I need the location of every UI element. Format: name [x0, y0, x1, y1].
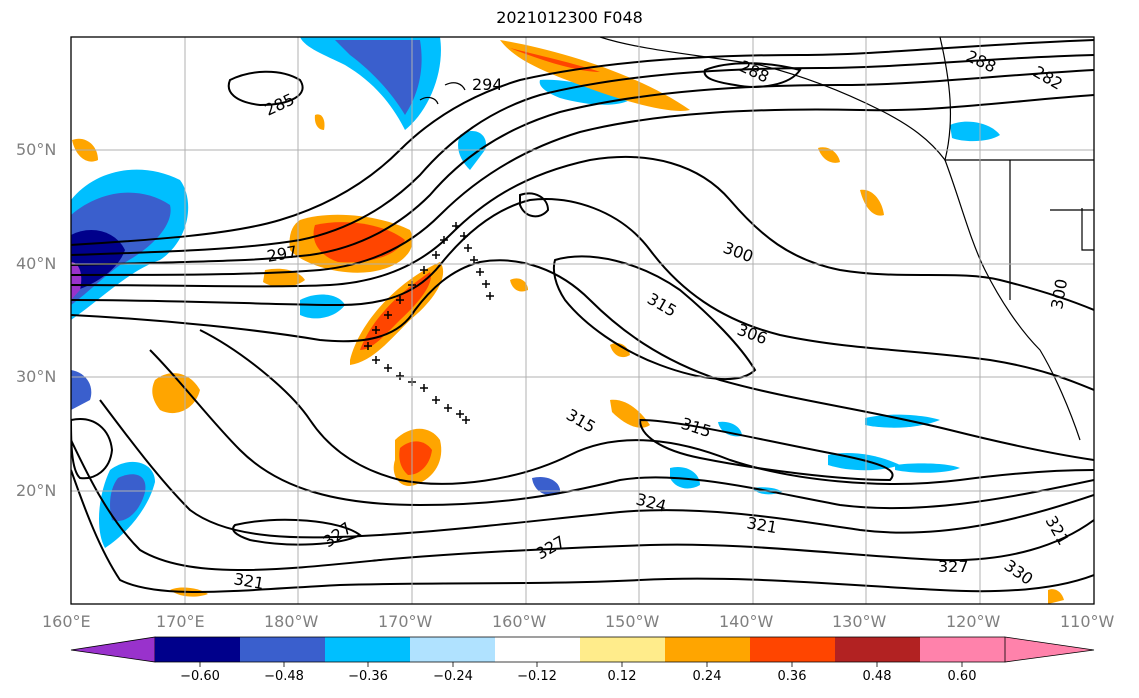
- colorbar-tick-label: −0.24: [433, 669, 473, 684]
- contour-label: 297: [265, 242, 298, 266]
- contour-label: 300: [1047, 277, 1071, 310]
- colorbar-swatch: [495, 637, 580, 662]
- contour-label: 282: [1030, 62, 1066, 94]
- lat-tick-label: 20°N: [16, 481, 57, 500]
- lon-tick-label: 160°E: [42, 612, 91, 631]
- colorbar-tick-label: 0.60: [947, 669, 977, 684]
- contour-label: 327: [938, 557, 969, 576]
- colorbar-swatch: [835, 637, 920, 662]
- colorbar: [70, 636, 1095, 667]
- contour-label: 288: [736, 56, 772, 86]
- colorbar-swatch: [240, 637, 325, 662]
- colorbar-tick-label: 0.36: [777, 669, 807, 684]
- colorbar-swatch: [325, 637, 410, 662]
- colorbar-swatch: [155, 637, 240, 662]
- lat-tick-label: 30°N: [16, 367, 57, 386]
- contour-label: 285: [262, 89, 298, 119]
- colorbar-swatch: [410, 637, 495, 662]
- colorbar-swatch: [920, 637, 1005, 662]
- gridlines: [71, 37, 1094, 604]
- contour-label: 288: [963, 46, 999, 76]
- colorbar-tick-label: −0.12: [517, 669, 557, 684]
- lon-tick-label: 180°W: [264, 612, 319, 631]
- shaded-field: [71, 37, 1064, 604]
- lon-tick-label: 120°W: [946, 612, 1001, 631]
- lon-tick-label: 170°E: [156, 612, 205, 631]
- colorbar-swatch: [70, 636, 156, 663]
- contour-label: 321: [1042, 513, 1074, 549]
- colorbar-swatch: [750, 637, 835, 662]
- lat-tick-label: 50°N: [16, 140, 57, 159]
- contour-label: 294: [472, 75, 503, 94]
- colorbar-swatch: [665, 637, 750, 662]
- map-frame: [70, 36, 1095, 605]
- contour-label: 300: [721, 238, 756, 266]
- coastlines: [419, 37, 1094, 441]
- lon-tick-label: 130°W: [832, 612, 887, 631]
- lon-tick-label: 150°W: [605, 612, 660, 631]
- colorbar-tick-label: 0.48: [862, 669, 892, 684]
- colorbar-swatch: [580, 637, 665, 662]
- map-title: 2021012300 F048: [496, 8, 643, 27]
- contour-label: 321: [232, 569, 265, 593]
- colorbar-tick-label: 0.24: [692, 669, 722, 684]
- contour-label: 315: [644, 289, 680, 321]
- contour-label: 315: [679, 414, 714, 442]
- contour-label: 315: [563, 405, 599, 437]
- contour-label: 321: [745, 513, 778, 537]
- colorbar-tick-label: −0.48: [264, 669, 304, 684]
- contour-label: 306: [735, 320, 770, 348]
- lon-tick-label: 140°W: [719, 612, 774, 631]
- lon-tick-label: 170°W: [378, 612, 433, 631]
- colorbar-swatch: [1004, 636, 1095, 663]
- lat-tick-label: 40°N: [16, 254, 57, 273]
- contour-label: 330: [1001, 556, 1037, 589]
- contour-label: 327: [533, 532, 569, 564]
- colorbar-tick-label: −0.60: [180, 669, 220, 684]
- lon-tick-label: 110°W: [1060, 612, 1115, 631]
- contours: [71, 39, 1094, 593]
- colorbar-tick-label: 0.12: [607, 669, 637, 684]
- contour-label-group: 285 288 288 282 294 297 300 315 306 315 …: [232, 46, 1073, 593]
- lon-tick-label: 160°W: [492, 612, 547, 631]
- colorbar-tick-label: −0.36: [348, 669, 388, 684]
